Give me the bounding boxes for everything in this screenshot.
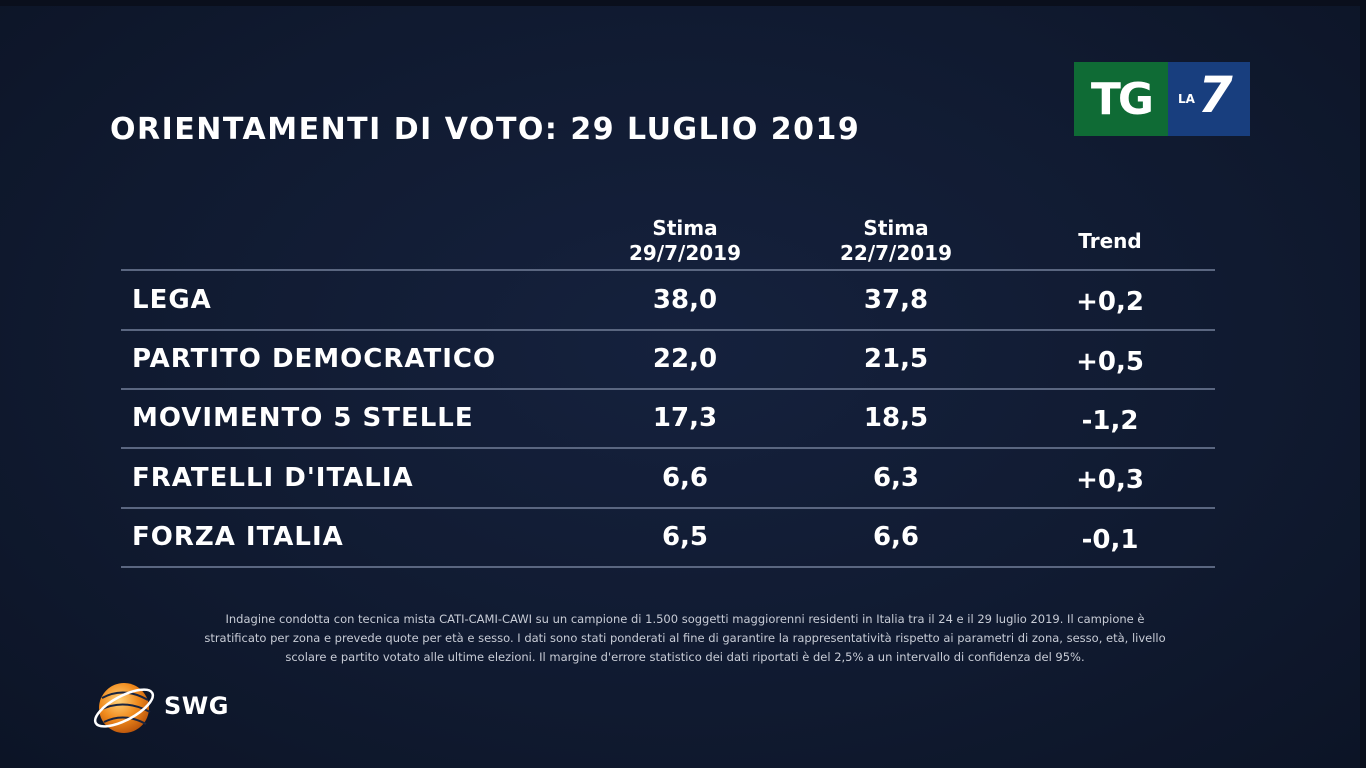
page-title: ORIENTAMENTI DI VOTO: 29 LUGLIO 2019	[110, 112, 861, 147]
value-trend: -0,1	[1081, 525, 1139, 555]
value-trend: -1,2	[1081, 406, 1139, 436]
value-stima-22: 37,8	[863, 285, 929, 315]
table-rule	[121, 269, 1215, 271]
column-header-trend: Trend	[1020, 229, 1200, 254]
column-header-line1: Trend	[1078, 229, 1142, 253]
value-stima-29: 38,0	[652, 285, 718, 315]
column-header-line2: 22/7/2019	[839, 241, 953, 265]
party-name: MOVIMENTO 5 STELLE	[132, 403, 474, 433]
column-header-line1: Stima	[652, 216, 718, 240]
swg-logo-text: SWG	[164, 692, 229, 720]
party-name: FRATELLI D'ITALIA	[132, 463, 414, 493]
footnote-line: Indagine condotta con tecnica mista CATI…	[225, 612, 1145, 626]
methodology-footnote: Indagine condotta con tecnica mista CATI…	[105, 610, 1265, 667]
swg-logo: SWG	[90, 678, 250, 738]
value-stima-22: 21,5	[863, 344, 929, 374]
party-name: PARTITO DEMOCRATICO	[132, 344, 497, 374]
value-trend: +0,5	[1076, 347, 1144, 377]
party-name: FORZA ITALIA	[132, 522, 344, 552]
value-stima-29: 6,5	[661, 522, 709, 552]
column-header-line1: Stima	[863, 216, 929, 240]
table-rule	[121, 329, 1215, 331]
value-stima-22: 6,6	[872, 522, 920, 552]
value-stima-29: 22,0	[652, 344, 718, 374]
table-rule	[121, 388, 1215, 390]
value-stima-29: 6,6	[661, 463, 709, 493]
la-logo-text: LA	[1178, 92, 1195, 106]
top-border	[0, 0, 1366, 6]
tg-la7-logo: TG LA 7	[1074, 62, 1250, 136]
footnote-line: stratificato per zona e prevede quote pe…	[204, 631, 1166, 645]
tg-logo-text: TG	[1090, 73, 1154, 125]
orange-globe-icon	[93, 683, 155, 733]
value-trend: +0,2	[1076, 287, 1144, 317]
column-header-line2: 29/7/2019	[628, 241, 742, 265]
column-header-stima-29: Stima 29/7/2019	[595, 216, 775, 266]
table-rule	[121, 507, 1215, 509]
tg-logo-block: TG	[1074, 62, 1168, 136]
value-stima-22: 6,3	[872, 463, 920, 493]
table-rule	[121, 566, 1215, 568]
right-border	[1360, 0, 1366, 768]
value-trend: +0,3	[1076, 465, 1144, 495]
la7-logo-block: LA 7	[1168, 62, 1250, 136]
table-rule	[121, 447, 1215, 449]
footnote-line: scolare e partito votato alle ultime ele…	[285, 650, 1085, 664]
column-header-stima-22: Stima 22/7/2019	[806, 216, 986, 266]
value-stima-22: 18,5	[863, 403, 929, 433]
seven-logo-text: 7	[1198, 66, 1233, 124]
value-stima-29: 17,3	[652, 403, 718, 433]
party-name: LEGA	[132, 285, 212, 315]
